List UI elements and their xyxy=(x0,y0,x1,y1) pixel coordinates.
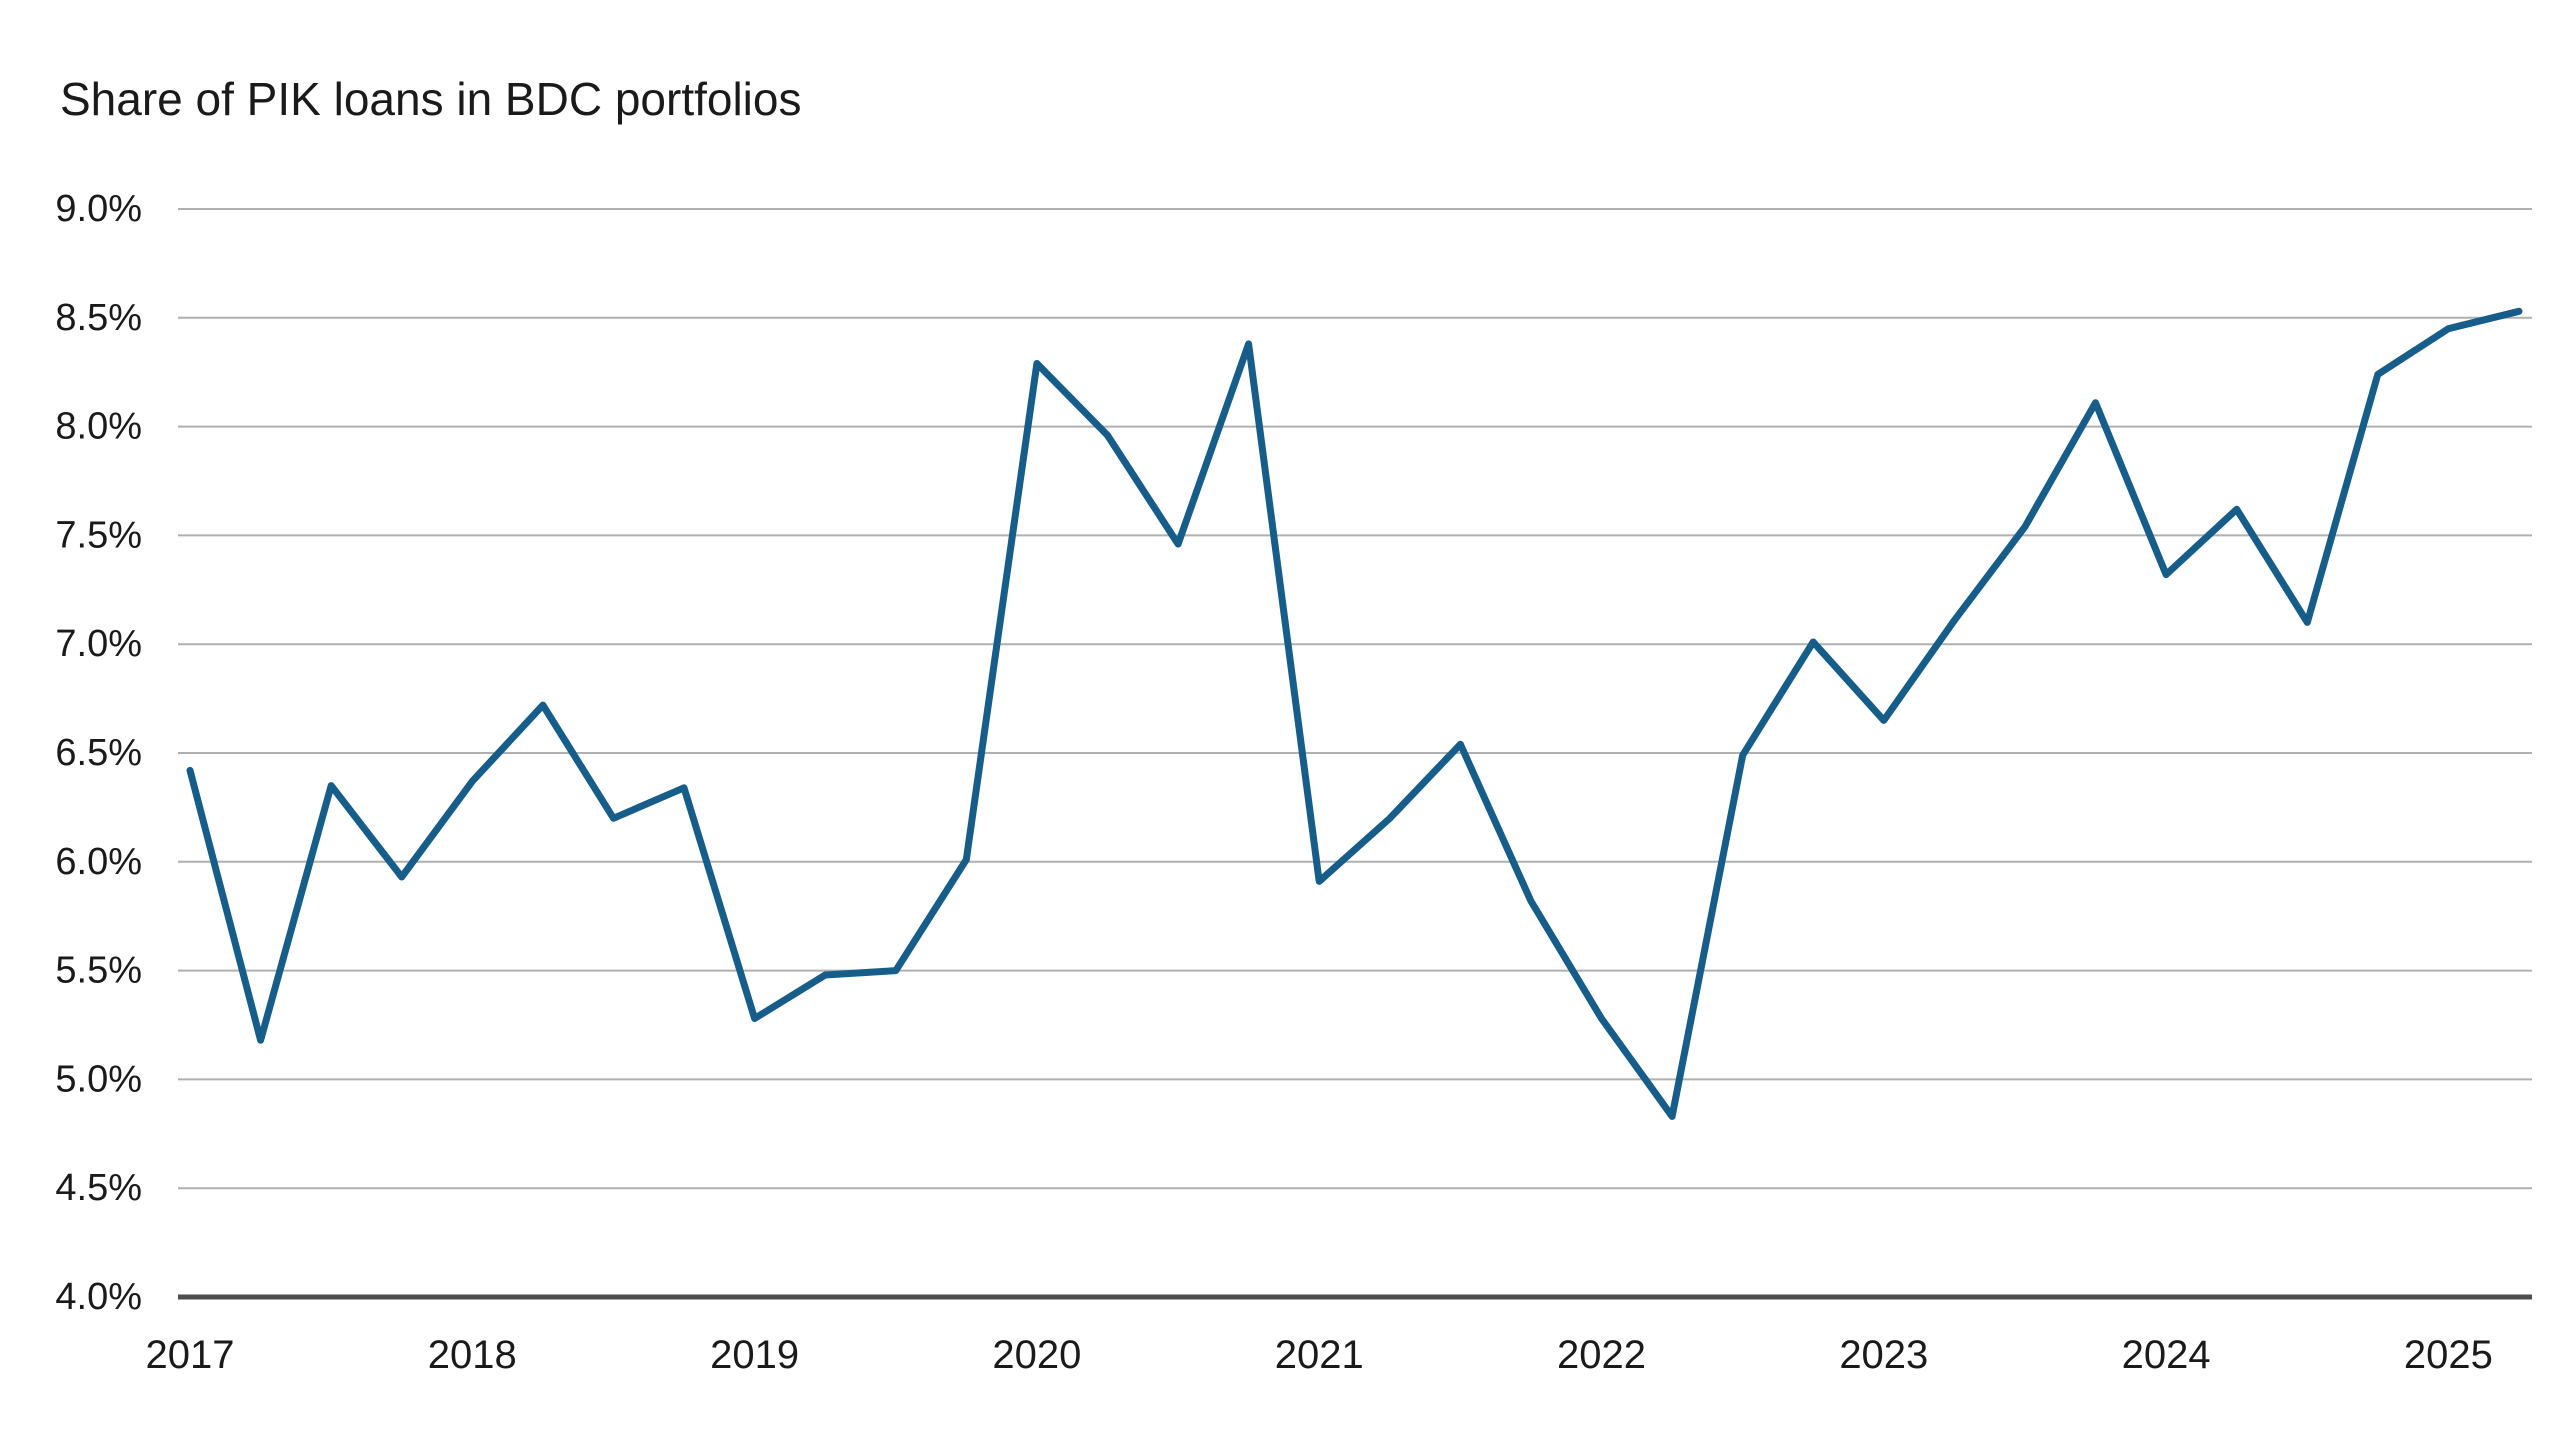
y-axis-tick-label: 5.0% xyxy=(55,1058,142,1100)
x-axis-tick-label: 2021 xyxy=(1275,1333,1364,1377)
x-axis-tick-label: 2024 xyxy=(2122,1333,2211,1377)
x-axis-tick-label: 2025 xyxy=(2404,1333,2493,1377)
y-axis-tick-label: 5.5% xyxy=(55,950,142,992)
y-axis-tick-label: 4.5% xyxy=(55,1167,142,1209)
y-axis-tick-label: 7.5% xyxy=(55,514,142,556)
data-line-pik-share xyxy=(186,307,2523,1120)
x-axis-tick-label: 2018 xyxy=(428,1333,517,1377)
y-axis-tick-label: 8.5% xyxy=(55,297,142,339)
y-axis-tick-label: 6.0% xyxy=(55,841,142,883)
y-axis-tick-label: 4.0% xyxy=(55,1276,142,1318)
y-axis-tick-label: 6.5% xyxy=(55,732,142,774)
y-axis-tick-label: 9.0% xyxy=(55,188,142,230)
x-axis-tick-label: 2017 xyxy=(146,1333,235,1377)
y-axis-tick-label: 7.0% xyxy=(55,623,142,665)
y-axis-tick-label: 8.0% xyxy=(55,406,142,448)
x-axis-tick-label: 2019 xyxy=(710,1333,799,1377)
chart-title: Share of PIK loans in BDC portfolios xyxy=(60,73,802,125)
x-axis-tick-label: 2020 xyxy=(992,1333,1081,1377)
x-axis-tick-label: 2022 xyxy=(1557,1333,1646,1377)
x-axis-tick-label: 2023 xyxy=(1839,1333,1928,1377)
